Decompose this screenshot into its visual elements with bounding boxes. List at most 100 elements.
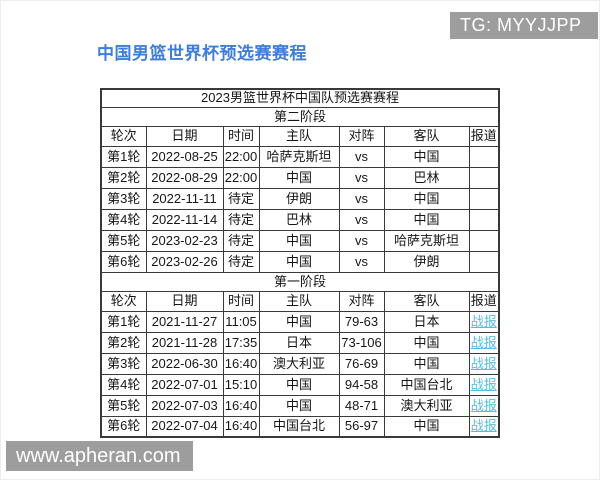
cell-round: 第1轮 xyxy=(100,145,147,168)
cell-report xyxy=(468,145,500,168)
cell-vs: 73-106 xyxy=(338,331,385,354)
cell-away: 巴林 xyxy=(383,166,470,189)
cell-report: 战报 xyxy=(468,352,500,375)
cell-time: 待定 xyxy=(222,187,260,210)
report-link[interactable]: 战报 xyxy=(470,334,497,350)
cell-home: 中国台北 xyxy=(258,415,340,438)
cell-time: 待定 xyxy=(222,229,260,252)
cell-home: 日本 xyxy=(258,331,340,354)
cell-report xyxy=(468,166,500,189)
cell-round: 第4轮 xyxy=(100,208,147,231)
cell-report xyxy=(468,250,500,273)
match-row: 第4轮 2022-07-01 15:10 中国 94-58 中国台北 战报 xyxy=(100,373,500,396)
cell-vs: vs xyxy=(338,250,385,273)
cell-vs: vs xyxy=(338,208,385,231)
cell-away: 中国 xyxy=(383,352,470,375)
col-header-report: 报道 xyxy=(468,125,500,147)
schedule-table-body: 2023男篮世界杯中国队预选赛赛程 第二阶段 轮次 日期 时间 主队 对阵 客队 报道 第1轮 20… xyxy=(100,88,500,438)
cell-round: 第1轮 xyxy=(100,310,147,333)
cell-away: 伊朗 xyxy=(383,250,470,273)
cell-away: 中国 xyxy=(383,208,470,231)
schedule-table: 2023男篮世界杯中国队预选赛赛程 第二阶段 轮次 日期 时间 主队 对阵 客队 报道 第1轮 20… xyxy=(100,88,501,438)
cell-round: 第2轮 xyxy=(100,166,147,189)
cell-away: 中国台北 xyxy=(383,373,470,396)
table-title-row: 2023男篮世界杯中国队预选赛赛程 xyxy=(100,88,500,108)
cell-home: 中国 xyxy=(258,229,340,252)
col-header-time: 时间 xyxy=(222,125,260,147)
cell-time: 22:00 xyxy=(222,166,260,189)
col-header-round: 轮次 xyxy=(100,125,147,147)
cell-date: 2023-02-23 xyxy=(145,229,224,252)
column-header-row: 轮次 日期 时间 主队 对阵 客队 报道 xyxy=(100,290,500,312)
cell-home: 澳大利亚 xyxy=(258,352,340,375)
cell-round: 第3轮 xyxy=(100,352,147,375)
cell-date: 2022-11-14 xyxy=(145,208,224,231)
cell-date: 2021-11-27 xyxy=(145,310,224,333)
match-row: 第5轮 2022-07-03 16:40 中国 48-71 澳大利亚 战报 xyxy=(100,394,500,417)
cell-time: 待定 xyxy=(222,250,260,273)
col-header-round: 轮次 xyxy=(100,290,147,312)
report-link[interactable]: 战报 xyxy=(470,397,497,413)
cell-date: 2022-06-30 xyxy=(145,352,224,375)
cell-report: 战报 xyxy=(468,415,500,438)
col-header-home: 主队 xyxy=(258,290,340,312)
cell-vs: 76-69 xyxy=(338,352,385,375)
cell-time: 22:00 xyxy=(222,145,260,168)
cell-time: 16:40 xyxy=(222,352,260,375)
col-header-away: 客队 xyxy=(383,125,470,147)
col-header-date: 日期 xyxy=(145,125,224,147)
cell-vs: 94-58 xyxy=(338,373,385,396)
cell-home: 巴林 xyxy=(258,208,340,231)
cell-home: 中国 xyxy=(258,250,340,273)
cell-round: 第4轮 xyxy=(100,373,147,396)
match-row: 第3轮 2022-11-11 待定 伊朗 vs 中国 xyxy=(100,187,500,210)
match-row: 第2轮 2021-11-28 17:35 日本 73-106 中国 战报 xyxy=(100,331,500,354)
cell-report xyxy=(468,187,500,210)
cell-time: 16:40 xyxy=(222,415,260,438)
stage-header-row: 第一阶段 xyxy=(100,271,500,292)
cell-round: 第5轮 xyxy=(100,229,147,252)
cell-date: 2023-02-26 xyxy=(145,250,224,273)
match-row: 第6轮 2022-07-04 16:40 中国台北 56-97 中国 战报 xyxy=(100,415,500,438)
cell-report: 战报 xyxy=(468,373,500,396)
report-link[interactable]: 战报 xyxy=(470,313,497,329)
report-link[interactable]: 战报 xyxy=(470,355,497,371)
stage-name: 第二阶段 xyxy=(100,106,500,127)
cell-vs: 79-63 xyxy=(338,310,385,333)
cell-home: 中国 xyxy=(258,166,340,189)
cell-round: 第6轮 xyxy=(100,415,147,438)
cell-vs: vs xyxy=(338,145,385,168)
cell-date: 2022-08-25 xyxy=(145,145,224,168)
cell-time: 11:05 xyxy=(222,310,260,333)
report-link[interactable]: 战报 xyxy=(470,376,497,392)
cell-date: 2021-11-28 xyxy=(145,331,224,354)
cell-round: 第5轮 xyxy=(100,394,147,417)
table-title: 2023男篮世界杯中国队预选赛赛程 xyxy=(100,88,500,108)
cell-away: 中国 xyxy=(383,331,470,354)
cell-date: 2022-07-03 xyxy=(145,394,224,417)
cell-vs: 56-97 xyxy=(338,415,385,438)
cell-away: 中国 xyxy=(383,415,470,438)
report-link[interactable]: 战报 xyxy=(470,418,497,434)
cell-vs: 48-71 xyxy=(338,394,385,417)
cell-home: 中国 xyxy=(258,394,340,417)
cell-report: 战报 xyxy=(468,394,500,417)
cell-vs: vs xyxy=(338,229,385,252)
watermark: www.apheran.com xyxy=(6,441,193,471)
cell-date: 2022-11-11 xyxy=(145,187,224,210)
cell-vs: vs xyxy=(338,187,385,210)
col-header-vs: 对阵 xyxy=(338,125,385,147)
cell-time: 待定 xyxy=(222,208,260,231)
cell-date: 2022-07-04 xyxy=(145,415,224,438)
cell-vs: vs xyxy=(338,166,385,189)
column-header-row: 轮次 日期 时间 主队 对阵 客队 报道 xyxy=(100,125,500,147)
match-row: 第3轮 2022-06-30 16:40 澳大利亚 76-69 中国 战报 xyxy=(100,352,500,375)
cell-round: 第3轮 xyxy=(100,187,147,210)
stage-header-row: 第二阶段 xyxy=(100,106,500,127)
col-header-report: 报道 xyxy=(468,290,500,312)
tg-badge: TG: MYYJJPP xyxy=(450,12,598,39)
cell-date: 2022-07-01 xyxy=(145,373,224,396)
cell-home: 中国 xyxy=(258,373,340,396)
col-header-away: 客队 xyxy=(383,290,470,312)
